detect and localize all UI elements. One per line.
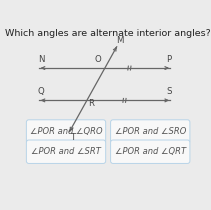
Text: ∠POR and ∠QRO: ∠POR and ∠QRO	[30, 127, 102, 136]
Text: M: M	[116, 36, 124, 45]
Text: P: P	[166, 55, 171, 64]
Text: Which angles are alternate interior angles?: Which angles are alternate interior angl…	[5, 29, 211, 38]
FancyBboxPatch shape	[111, 120, 190, 143]
Text: ∠POR and ∠SRO: ∠POR and ∠SRO	[115, 127, 186, 136]
FancyBboxPatch shape	[111, 140, 190, 163]
FancyBboxPatch shape	[26, 140, 106, 163]
Text: N: N	[38, 55, 44, 64]
Text: ∠POR and ∠SRT: ∠POR and ∠SRT	[31, 147, 101, 156]
Text: Q: Q	[38, 87, 45, 96]
Text: O: O	[94, 55, 101, 64]
Text: ∠POR and ∠QRT: ∠POR and ∠QRT	[115, 147, 186, 156]
Text: R: R	[88, 99, 94, 108]
FancyBboxPatch shape	[26, 120, 106, 143]
Text: T: T	[70, 133, 76, 142]
Text: S: S	[166, 87, 171, 96]
